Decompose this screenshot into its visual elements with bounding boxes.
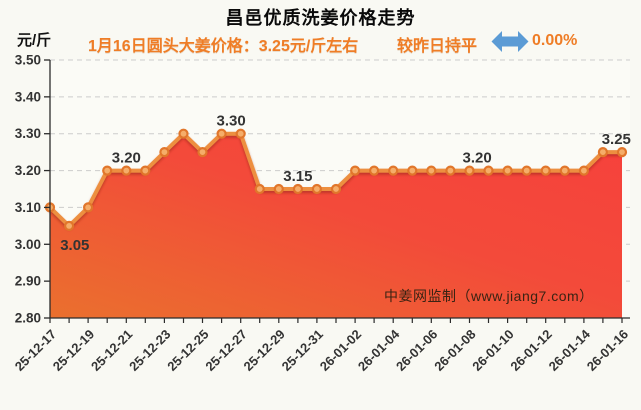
svg-text:3.20: 3.20 — [15, 163, 41, 178]
svg-text:3.10: 3.10 — [15, 200, 41, 215]
svg-text:2.90: 2.90 — [15, 274, 41, 289]
svg-text:26-01-12: 26-01-12 — [507, 327, 554, 374]
svg-text:26-01-16: 26-01-16 — [584, 327, 631, 374]
svg-text:3.20: 3.20 — [112, 150, 141, 167]
comparison-label: 较昨日持平 — [397, 38, 478, 55]
left-right-arrow-icon — [491, 31, 529, 52]
svg-text:3.15: 3.15 — [283, 168, 312, 185]
y-axis-unit-label: 元/斤 — [17, 32, 52, 49]
svg-text:3.05: 3.05 — [60, 237, 89, 254]
svg-text:3.30: 3.30 — [216, 113, 245, 130]
svg-text:25-12-25: 25-12-25 — [164, 327, 211, 374]
svg-text:3.00: 3.00 — [15, 237, 41, 252]
svg-text:3.25: 3.25 — [602, 131, 631, 148]
price-subtitle: 1月16日圆头大姜价格：3.25元/斤左右 — [88, 38, 359, 55]
svg-text:3.50: 3.50 — [15, 53, 41, 68]
svg-text:25-12-19: 25-12-19 — [50, 327, 97, 374]
page-title: 昌邑优质洗姜价格走势 — [225, 8, 416, 28]
svg-text:2.80: 2.80 — [15, 311, 41, 326]
svg-text:3.30: 3.30 — [15, 126, 41, 141]
svg-text:25-12-31: 25-12-31 — [279, 327, 326, 374]
svg-text:3.40: 3.40 — [15, 89, 41, 104]
watermark: 中姜网监制（www.jiang7.com） — [384, 288, 594, 304]
comparison-percent: 0.00% — [532, 32, 578, 49]
svg-text:3.20: 3.20 — [462, 150, 491, 167]
svg-text:26-01-06: 26-01-06 — [393, 327, 440, 374]
